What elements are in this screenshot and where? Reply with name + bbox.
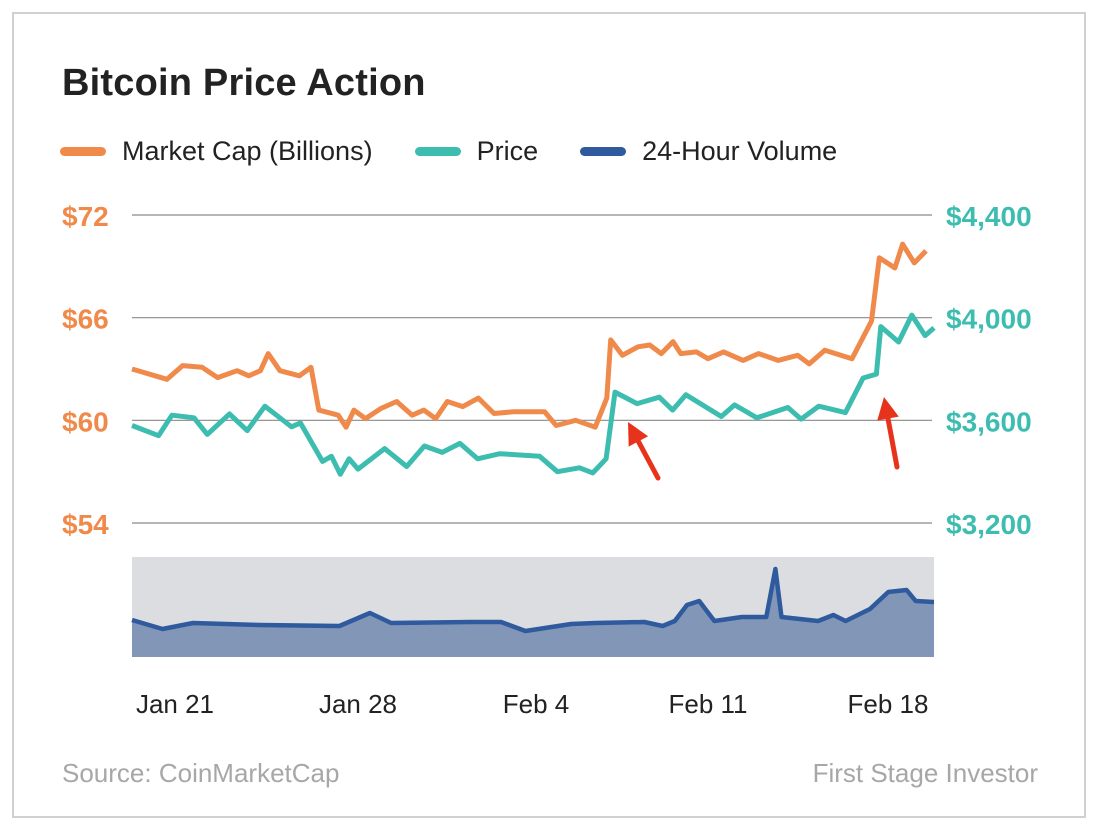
series-line-market-cap bbox=[131, 241, 928, 430]
left-axis-tick-label: $60 bbox=[62, 406, 109, 437]
annotation-arrow-feb-17-shaft bbox=[885, 416, 900, 470]
legend-item-market-cap: Market Cap (Billions) bbox=[60, 136, 373, 167]
right-axis-tick-label: $3,600 bbox=[946, 406, 1032, 437]
x-axis-tick-label: Feb 4 bbox=[503, 689, 570, 719]
legend-label-market-cap: Market Cap (Billions) bbox=[122, 135, 373, 166]
volume-area bbox=[132, 569, 934, 657]
chart-legend: Market Cap (Billions) Price 24-Hour Volu… bbox=[60, 134, 879, 168]
legend-swatch-volume bbox=[580, 146, 627, 156]
annotation-arrow-feb-8-head bbox=[628, 422, 649, 447]
legend-item-price: Price bbox=[414, 135, 539, 167]
legend-swatch-market-cap bbox=[60, 146, 106, 156]
legend-item-volume: 24-Hour Volume bbox=[580, 136, 837, 167]
left-axis-tick-label: $72 bbox=[62, 201, 109, 232]
left-axis-tick-label: $54 bbox=[62, 509, 109, 540]
x-axis-tick-label: Feb 18 bbox=[848, 689, 929, 719]
x-axis-tick-label: Feb 11 bbox=[668, 689, 747, 719]
annotation-arrow-feb-17-head bbox=[877, 397, 899, 421]
x-axis-tick-label: Jan 21 bbox=[136, 689, 214, 719]
source-note: Source: CoinMarketCap bbox=[62, 758, 340, 788]
legend-swatch-price bbox=[414, 146, 461, 156]
chart-title: Bitcoin Price Action bbox=[62, 62, 426, 104]
series-line-24-hour-volume bbox=[131, 566, 935, 634]
right-axis-tick-label: $3,200 bbox=[946, 509, 1032, 540]
right-axis-tick-label: $4,400 bbox=[946, 201, 1032, 232]
legend-label-volume: 24-Hour Volume bbox=[642, 135, 838, 166]
series-line-price bbox=[131, 312, 936, 477]
x-axis-tick-label: Jan 28 bbox=[319, 689, 397, 719]
brand-label: First Stage Investor bbox=[812, 758, 1038, 788]
annotation-arrow-feb-8-shaft bbox=[635, 438, 661, 481]
left-axis-tick-label: $66 bbox=[62, 304, 109, 335]
legend-label-price: Price bbox=[476, 135, 539, 166]
right-axis-tick-label: $4,000 bbox=[946, 304, 1032, 335]
